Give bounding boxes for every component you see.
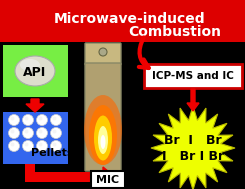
Text: API: API [23, 66, 47, 78]
Circle shape [9, 115, 20, 125]
Ellipse shape [94, 115, 112, 160]
Circle shape [11, 143, 14, 146]
Bar [3, 45, 68, 97]
Ellipse shape [84, 95, 122, 165]
Bar [25, 164, 35, 182]
Circle shape [52, 129, 57, 133]
Text: Pellets: Pellets [31, 148, 73, 158]
Bar [25, 172, 105, 182]
FancyBboxPatch shape [144, 64, 242, 88]
Circle shape [38, 143, 42, 146]
Circle shape [24, 143, 28, 146]
Circle shape [37, 115, 48, 125]
Text: Br  I   Br: Br I Br [164, 133, 222, 146]
Circle shape [52, 116, 57, 121]
Circle shape [23, 115, 34, 125]
Circle shape [23, 140, 34, 152]
Circle shape [50, 128, 61, 139]
Text: I   Br I Br: I Br I Br [162, 149, 224, 163]
Ellipse shape [89, 105, 117, 165]
FancyArrow shape [26, 99, 44, 112]
FancyBboxPatch shape [85, 43, 121, 65]
Circle shape [37, 128, 48, 139]
Text: ICP-MS and IC: ICP-MS and IC [152, 71, 234, 81]
Ellipse shape [15, 56, 55, 86]
FancyBboxPatch shape [91, 171, 125, 188]
FancyArrow shape [187, 89, 199, 111]
Circle shape [38, 129, 42, 133]
Ellipse shape [20, 59, 40, 71]
FancyBboxPatch shape [85, 63, 121, 171]
Circle shape [24, 129, 28, 133]
Bar [3, 112, 68, 164]
Circle shape [50, 115, 61, 125]
FancyArrow shape [95, 167, 115, 187]
Bar [0, 0, 245, 42]
Ellipse shape [100, 135, 106, 149]
Text: Microwave-induced: Microwave-induced [54, 12, 206, 26]
Text: Combustion: Combustion [128, 25, 221, 39]
Circle shape [11, 129, 14, 133]
Circle shape [9, 140, 20, 152]
Polygon shape [151, 106, 235, 189]
Circle shape [37, 140, 48, 152]
Circle shape [24, 116, 28, 121]
Circle shape [11, 116, 14, 121]
Circle shape [9, 128, 20, 139]
Ellipse shape [98, 126, 108, 154]
Circle shape [50, 140, 61, 152]
Text: MIC: MIC [97, 175, 120, 185]
Circle shape [38, 116, 42, 121]
Circle shape [52, 143, 57, 146]
Circle shape [23, 128, 34, 139]
Circle shape [99, 48, 107, 56]
